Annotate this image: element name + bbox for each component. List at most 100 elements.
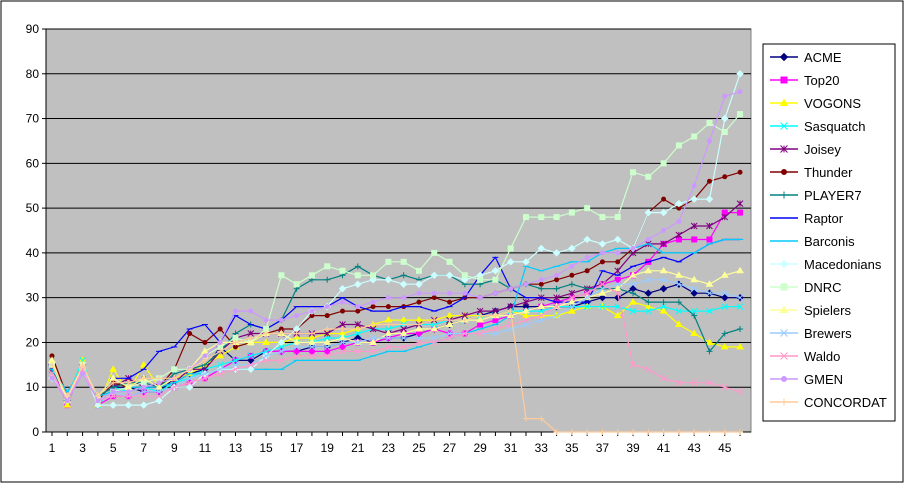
data-point [736, 342, 744, 350]
data-point [278, 272, 285, 279]
series-line [51, 283, 741, 402]
legend-item-spielers: Spielers [770, 303, 851, 318]
data-point [293, 330, 300, 337]
legend-item-brewers: Brewers [770, 326, 852, 341]
data-point [554, 272, 560, 278]
data-point [431, 249, 438, 256]
data-point [48, 370, 56, 378]
data-point [324, 276, 331, 283]
data-point [79, 365, 86, 373]
data-point [124, 401, 133, 409]
data-point [568, 209, 575, 216]
data-point [721, 383, 729, 391]
x-tick-label: 17 [290, 441, 304, 455]
data-point [598, 289, 607, 296]
data-point [630, 245, 636, 251]
data-point [705, 195, 714, 203]
data-point [583, 235, 591, 244]
data-point [400, 334, 408, 342]
data-point [706, 379, 713, 387]
data-point [613, 311, 622, 319]
data-point [645, 173, 652, 180]
data-point [155, 392, 163, 400]
data-point [706, 289, 713, 297]
data-point [660, 374, 667, 382]
data-point [780, 145, 788, 153]
data-point [644, 276, 652, 284]
data-point [553, 429, 560, 435]
data-point [780, 352, 788, 360]
x-tick-label: 11 [199, 441, 212, 455]
data-point [431, 290, 437, 296]
data-point [354, 263, 361, 270]
data-point [385, 334, 392, 342]
data-point [201, 357, 208, 364]
data-point [644, 365, 652, 373]
legend-item-raptor: Raptor [770, 211, 844, 226]
data-point [569, 272, 575, 278]
data-point [584, 254, 590, 260]
data-point [431, 317, 438, 324]
x-tick-label: 1 [49, 441, 56, 455]
data-point [324, 348, 331, 355]
data-point [630, 429, 637, 435]
x-tick-label: 3 [79, 441, 86, 455]
data-point [201, 374, 209, 382]
data-point [599, 280, 606, 288]
data-point [171, 366, 178, 373]
data-point [691, 312, 698, 319]
data-point [568, 244, 576, 253]
data-point [399, 329, 408, 336]
data-point [567, 298, 576, 305]
data-point [537, 312, 545, 319]
data-point [614, 276, 621, 283]
data-point [110, 389, 116, 395]
data-point [140, 392, 148, 400]
data-point [384, 276, 393, 284]
x-tick-label: 43 [688, 441, 702, 455]
data-point [277, 348, 285, 355]
data-point [355, 304, 361, 310]
data-point [186, 366, 193, 373]
data-point [568, 281, 575, 288]
legend-box [762, 43, 896, 422]
data-point [660, 160, 667, 167]
data-point [659, 307, 668, 314]
data-point [323, 343, 331, 351]
data-point [722, 174, 728, 180]
data-point [737, 429, 744, 435]
data-point [370, 304, 376, 310]
data-point [293, 348, 300, 355]
data-point [537, 244, 545, 253]
x-tick-label: 19 [321, 441, 335, 455]
data-point [445, 271, 454, 279]
data-point [675, 429, 682, 435]
data-point [248, 308, 254, 314]
data-point [523, 281, 529, 287]
data-point [630, 169, 637, 176]
data-point [599, 303, 606, 310]
data-point [779, 305, 789, 313]
y-tick-label: 0 [32, 425, 39, 439]
x-tick-label: 31 [504, 441, 518, 455]
data-point [109, 365, 118, 372]
data-point [538, 281, 544, 287]
data-point [553, 285, 560, 292]
series-line [51, 91, 741, 402]
series-gmen [49, 89, 743, 404]
data-point [722, 93, 728, 99]
data-point [308, 272, 315, 279]
data-point [781, 169, 787, 175]
data-point [615, 259, 621, 265]
data-point [155, 396, 163, 405]
data-point [369, 348, 377, 355]
data-point [644, 208, 653, 217]
data-point [506, 258, 515, 266]
data-point [431, 295, 437, 301]
data-point [308, 352, 316, 360]
data-point [705, 280, 714, 287]
series-line [51, 73, 741, 406]
data-point [293, 352, 300, 360]
x-tick-label: 25 [412, 441, 426, 455]
legend-item-dnrc: DNRC [770, 280, 842, 295]
